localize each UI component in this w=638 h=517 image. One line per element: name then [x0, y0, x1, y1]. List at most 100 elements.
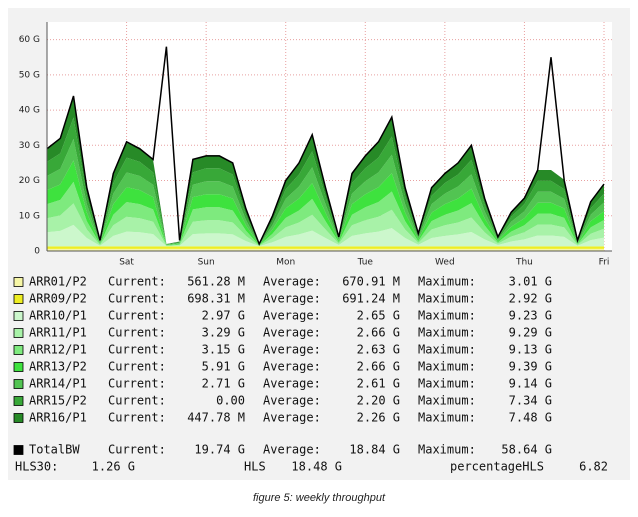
stat-value: 7.34 G — [509, 394, 552, 408]
stat-label: Average: — [263, 443, 321, 457]
legend-name: ARR15/P2 — [29, 394, 87, 408]
legend-swatch — [13, 413, 24, 423]
legend-name: ARR13/P2 — [29, 360, 87, 374]
stat-label: Average: — [263, 275, 321, 289]
stat-label: Current: — [108, 309, 166, 323]
legend-swatch — [13, 277, 24, 287]
total-line — [46, 46, 605, 246]
stat-label: Average: — [263, 394, 321, 408]
stat-value: 2.92 G — [509, 292, 552, 306]
stat-label: Current: — [108, 292, 166, 306]
stat-value: 9.39 G — [509, 360, 552, 374]
y-tick-label: 40 G — [19, 106, 40, 116]
stat-label: Maximum: — [418, 275, 476, 289]
stack-area — [47, 160, 604, 246]
stat-label: Maximum: — [418, 343, 476, 357]
stack-area — [47, 224, 604, 247]
footer-value: 6.82 — [579, 460, 608, 474]
x-tick-label: Sat — [119, 258, 134, 268]
caption: figure 5: weekly throughput — [253, 492, 386, 504]
legend-swatch — [13, 379, 24, 389]
stat-value: 2.63 G — [357, 343, 400, 357]
stat-value: 5.91 G — [202, 360, 245, 374]
x-tick-label: Fri — [599, 258, 610, 268]
stack-area — [47, 246, 604, 249]
stat-label: Average: — [263, 326, 321, 340]
stat-value: 561.28 M — [187, 275, 245, 289]
stat-label: Current: — [108, 377, 166, 391]
x-tick-label: Sun — [198, 258, 215, 268]
legend-name: ARR01/P2 — [29, 275, 87, 289]
y-tick-label: 50 G — [19, 70, 40, 80]
legend-name: ARR10/P1 — [29, 309, 87, 323]
stat-value: 9.13 G — [509, 343, 552, 357]
stat-value: 9.23 G — [509, 309, 552, 323]
legend-swatch — [13, 345, 24, 355]
stat-value: 3.15 G — [202, 343, 245, 357]
stat-value: 3.29 G — [202, 326, 245, 340]
stat-value: 2.26 G — [357, 411, 400, 425]
stat-label: Average: — [263, 360, 321, 374]
stat-value: 58.64 G — [501, 443, 552, 457]
stack-area — [47, 181, 604, 246]
stat-label: Current: — [108, 411, 166, 425]
stat-value: 2.71 G — [202, 377, 245, 391]
stat-label: Average: — [263, 411, 321, 425]
stat-value: 0.00 — [216, 394, 245, 408]
legend-name: TotalBW — [29, 443, 80, 457]
stat-label: Maximum: — [418, 411, 476, 425]
stat-value: 3.01 G — [509, 275, 552, 289]
stat-label: Average: — [263, 343, 321, 357]
stack-area — [47, 203, 604, 247]
stat-value: 7.48 G — [509, 411, 552, 425]
legend-name: ARR12/P1 — [29, 343, 87, 357]
stat-value: 2.65 G — [357, 309, 400, 323]
stat-label: Current: — [108, 394, 166, 408]
stat-label: Maximum: — [418, 360, 476, 374]
footer-label: percentageHLS — [450, 460, 544, 474]
stat-value: 2.66 G — [357, 326, 400, 340]
legend-name: ARR16/P1 — [29, 411, 87, 425]
footer-value: 1.26 G — [92, 460, 135, 474]
legend-name: ARR11/P1 — [29, 326, 87, 340]
stat-label: Maximum: — [418, 394, 476, 408]
stat-value: 2.97 G — [202, 309, 245, 323]
footer-value: 18.48 G — [291, 460, 342, 474]
stat-value: 447.78 M — [187, 411, 245, 425]
y-tick-label: 30 G — [19, 141, 40, 151]
stat-label: Current: — [108, 275, 166, 289]
y-tick-label: 60 G — [19, 35, 40, 45]
stat-value: 18.84 G — [349, 443, 400, 457]
stat-value: 9.14 G — [509, 377, 552, 391]
stat-value: 2.20 G — [357, 394, 400, 408]
legend-swatch — [13, 445, 24, 455]
stack-area — [47, 248, 604, 251]
stat-label: Average: — [263, 309, 321, 323]
stat-label: Current: — [108, 343, 166, 357]
stat-value: 19.74 G — [194, 443, 245, 457]
legend-swatch — [13, 396, 24, 406]
stack-area — [47, 96, 604, 245]
stat-label: Maximum: — [418, 377, 476, 391]
stat-value: 9.29 G — [509, 326, 552, 340]
stack-area — [47, 139, 604, 245]
stat-label: Current: — [108, 443, 166, 457]
legend-swatch — [13, 311, 24, 321]
stat-value: 2.66 G — [357, 360, 400, 374]
legend-name: ARR09/P2 — [29, 292, 87, 306]
stat-label: Current: — [108, 326, 166, 340]
x-tick-label: Mon — [276, 258, 295, 268]
stat-value: 698.31 M — [187, 292, 245, 306]
stat-label: Maximum: — [418, 443, 476, 457]
y-tick-label: 0 — [34, 247, 40, 257]
stat-value: 670.91 M — [342, 275, 400, 289]
y-tick-label: 20 G — [19, 176, 40, 186]
x-tick-label: Wed — [435, 258, 455, 268]
x-tick-label: Tue — [357, 258, 374, 268]
legend-swatch — [13, 362, 24, 372]
stat-label: Average: — [263, 377, 321, 391]
stat-label: Maximum: — [418, 292, 476, 306]
stat-label: Maximum: — [418, 326, 476, 340]
footer-label: HLS30: — [15, 460, 58, 474]
